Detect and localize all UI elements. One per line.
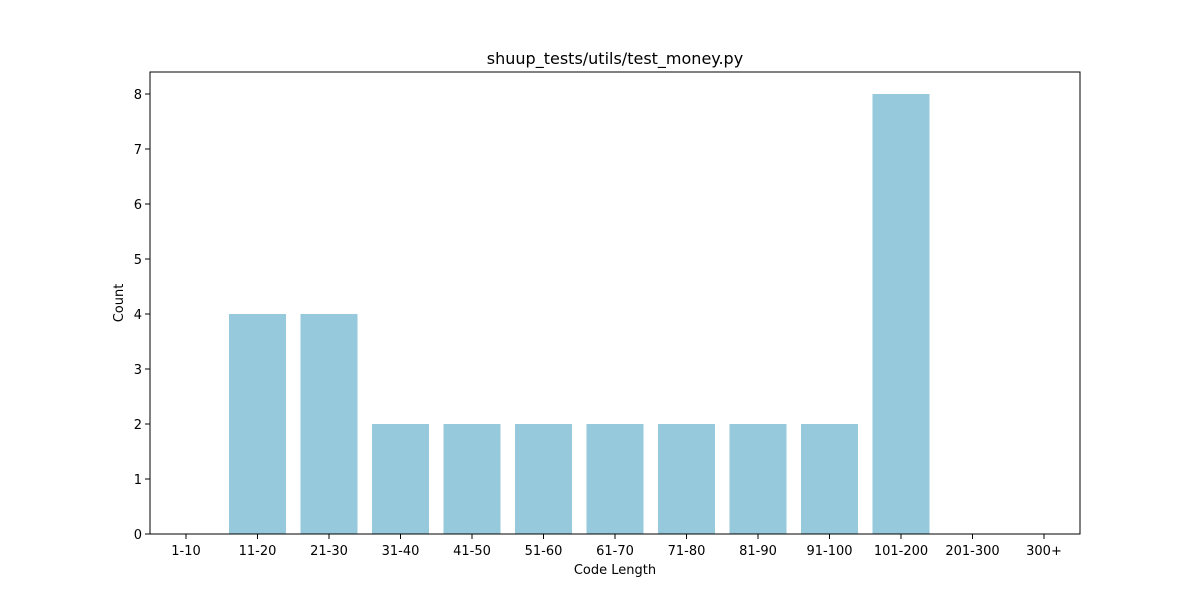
bar-91-100 (801, 424, 858, 534)
x-tick-label: 21-30 (310, 544, 348, 559)
bar-21-30 (300, 314, 358, 534)
chart-title: shuup_tests/utils/test_money.py (487, 49, 743, 69)
y-tick-label: 8 (134, 88, 142, 103)
x-tick-label: 101-200 (874, 544, 928, 559)
bar-81-90 (729, 424, 787, 534)
y-tick-label: 1 (134, 473, 142, 488)
y-tick-label: 0 (134, 528, 142, 543)
x-tick-label: 1-10 (171, 544, 201, 559)
y-axis-label: Count (112, 284, 127, 323)
bar-101-200 (872, 94, 930, 534)
bar-71-80 (658, 424, 715, 534)
y-tick-label: 7 (134, 143, 142, 158)
bar-31-40 (372, 424, 429, 534)
y-tick-label: 3 (134, 363, 142, 378)
x-tick-label: 41-50 (453, 544, 491, 559)
x-tick-label: 31-40 (382, 544, 420, 559)
y-tick-label: 5 (134, 253, 142, 268)
bar-51-60 (515, 424, 572, 534)
x-tick-label: 51-60 (525, 544, 563, 559)
y-tick-label: 4 (134, 308, 142, 323)
plot-frame (149, 71, 1081, 535)
bars-group (229, 94, 930, 534)
y-axis-ticks: 0 1 2 3 4 5 6 7 8 (134, 88, 150, 543)
bar-41-50 (443, 424, 501, 534)
y-tick-label: 6 (134, 198, 142, 213)
x-tick-label: 201-300 (945, 544, 999, 559)
x-tick-label: 71-80 (668, 544, 706, 559)
x-tick-label: 91-100 (806, 544, 852, 559)
x-tick-label: 61-70 (596, 544, 634, 559)
x-tick-label: 81-90 (739, 544, 777, 559)
x-tick-label: 11-20 (239, 544, 277, 559)
bar-61-70 (586, 424, 644, 534)
bar-11-20 (229, 314, 286, 534)
y-tick-label: 2 (134, 418, 142, 433)
x-axis-label: Code Length (574, 563, 656, 578)
x-tick-label: 300+ (1026, 544, 1062, 559)
x-axis-ticks: 1-10 11-20 21-30 31-40 41-50 51-60 61-70 71-80 8… (171, 534, 1062, 559)
